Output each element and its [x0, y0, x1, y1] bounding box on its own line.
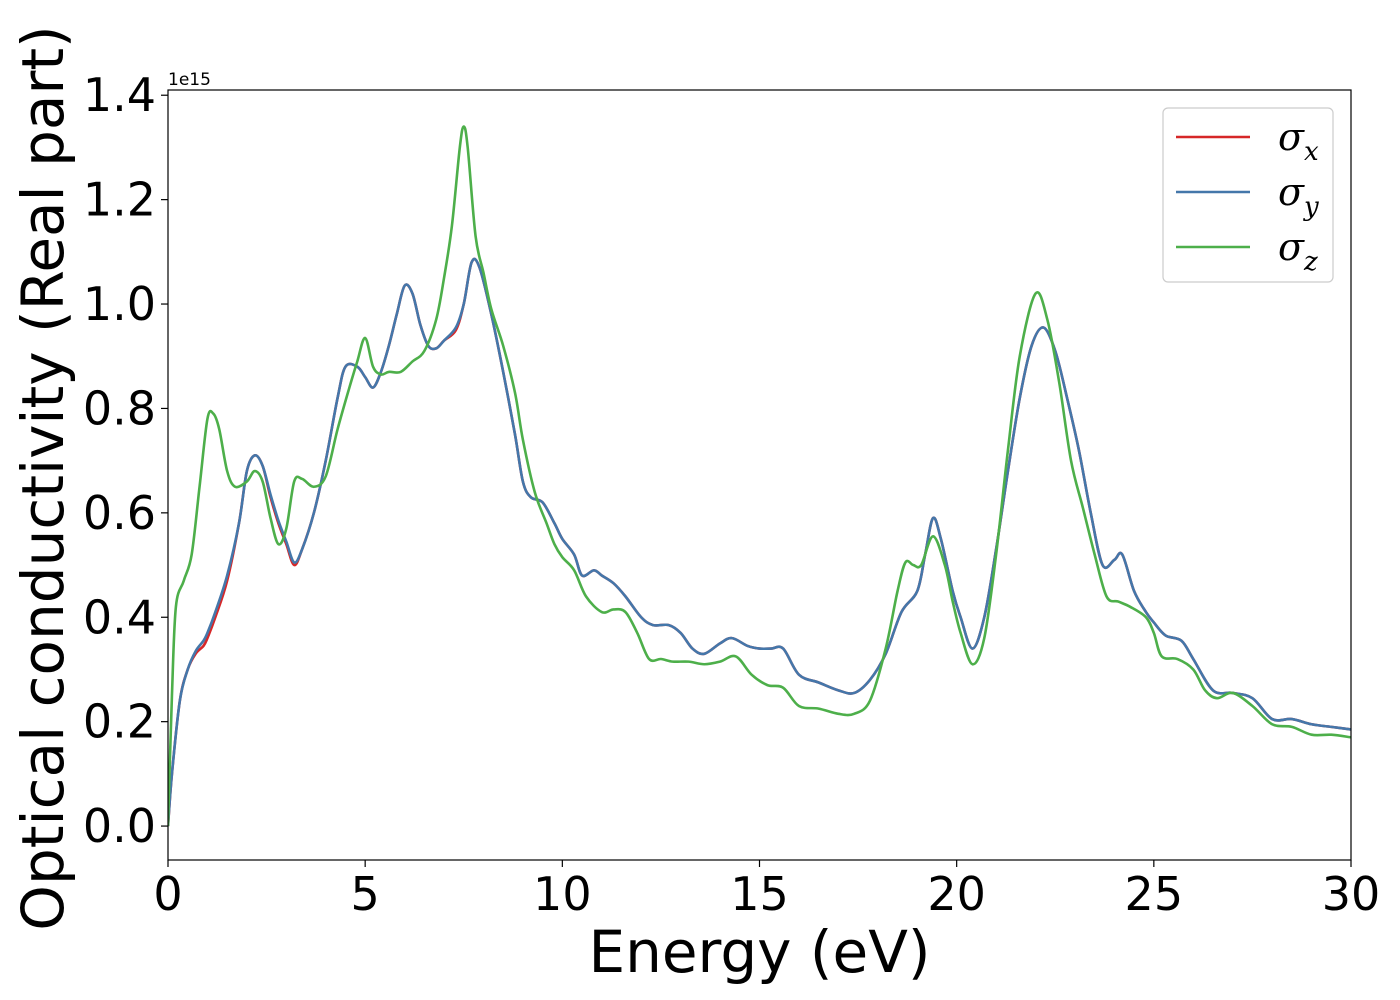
x-tick-label: 15	[730, 867, 789, 921]
x-axis-title: Energy (eV)	[588, 918, 930, 986]
x-tick-label: 0	[153, 867, 182, 921]
x-tick-label: 20	[927, 867, 986, 921]
series-line-y	[168, 257, 1351, 827]
legend-label-y: σy	[1278, 170, 1319, 222]
plot-area	[167, 89, 1352, 861]
y-axis-title: Optical conductivity (Real part)	[9, 25, 77, 930]
series-line-z	[168, 125, 1351, 827]
legend-symbol: σ	[1278, 115, 1305, 159]
legend-frame	[1162, 107, 1334, 283]
y-tick-label: 0.0	[83, 799, 156, 853]
y-tick-label: 0.8	[83, 381, 156, 435]
y-tick-label: 0.4	[83, 590, 156, 644]
legend-subscript: z	[1303, 247, 1318, 277]
y-tick-label: 0.2	[83, 695, 156, 749]
series-layer	[168, 125, 1351, 827]
legend-symbol: σ	[1278, 170, 1305, 214]
x-tick-label: 25	[1125, 867, 1184, 921]
x-tick-label: 10	[533, 867, 592, 921]
legend-subscript: y	[1303, 192, 1319, 222]
y-tick-label: 0.6	[83, 486, 156, 540]
legend-subscript: x	[1304, 137, 1319, 167]
x-tick-label: 5	[351, 867, 380, 921]
y-tick-label: 1.0	[83, 277, 156, 331]
y-offset-label: 1e15	[168, 70, 211, 90]
y-tick-label: 1.2	[83, 173, 156, 227]
y-tick-label: 1.4	[83, 68, 156, 122]
legend-label-z: σz	[1278, 225, 1318, 277]
legend-label-x: σx	[1278, 115, 1319, 167]
x-axis: 0 5 10 15 20 25 30	[153, 860, 1380, 921]
x-tick-label: 30	[1322, 867, 1381, 921]
y-axis: 0.0 0.2 0.4 0.6 0.8 1.0 1.2 1.4	[83, 68, 168, 853]
legend-symbol: σ	[1278, 225, 1305, 269]
